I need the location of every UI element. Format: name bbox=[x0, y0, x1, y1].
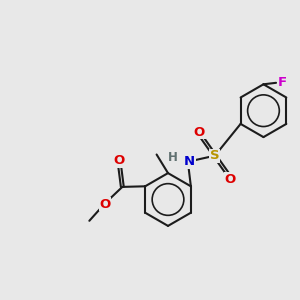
Text: N: N bbox=[184, 155, 195, 168]
Text: S: S bbox=[210, 149, 220, 162]
Text: O: O bbox=[114, 154, 125, 167]
Text: F: F bbox=[278, 76, 286, 89]
Text: O: O bbox=[194, 126, 205, 139]
Text: O: O bbox=[225, 172, 236, 186]
Text: O: O bbox=[99, 197, 111, 211]
Text: H: H bbox=[168, 151, 178, 164]
